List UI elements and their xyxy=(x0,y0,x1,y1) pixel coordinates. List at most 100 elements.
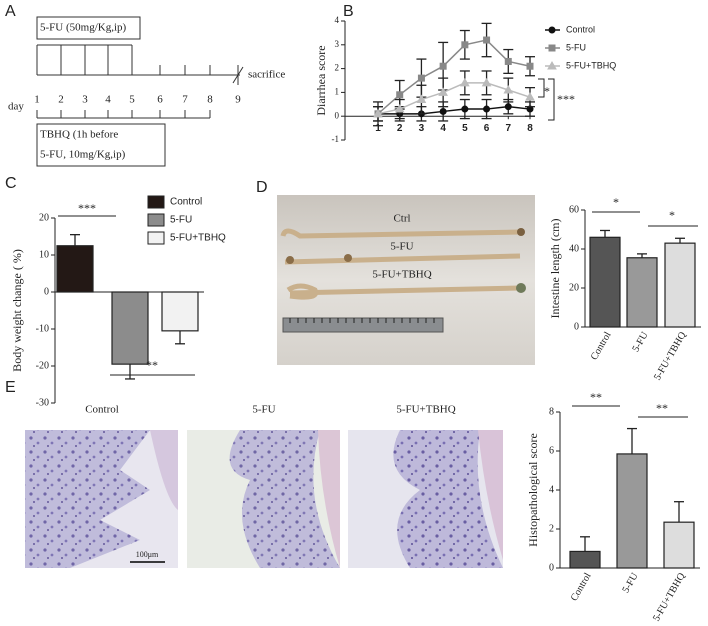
legend-label: 5-FU xyxy=(566,42,586,52)
y-tick-label: 2 xyxy=(335,63,340,73)
y-tick-label: 10 xyxy=(39,249,49,260)
point xyxy=(439,62,447,70)
series-line xyxy=(377,39,531,115)
panel-label: E xyxy=(5,379,16,396)
y-tick-label: 1 xyxy=(335,86,340,96)
bar xyxy=(111,291,149,365)
day-number: 1 xyxy=(34,94,40,106)
legend-label: 5-FU+TBHQ xyxy=(566,60,616,70)
point xyxy=(373,108,383,118)
end-label: sacrifice xyxy=(248,69,285,81)
pretreatment-label: 5-FU, 10mg/Kg,ip) xyxy=(40,149,126,161)
day-number: 3 xyxy=(82,94,88,106)
timeline: 5-FU (50mg/Kg,ip) day sacrifice TBHQ (1h… xyxy=(8,16,285,167)
point xyxy=(439,107,447,115)
day-number: 2 xyxy=(58,94,64,106)
x-tick-label: 6 xyxy=(484,123,490,134)
x-tick-label: 5-FU+TBHQ xyxy=(652,329,689,382)
legend-swatch xyxy=(147,231,165,245)
point xyxy=(504,103,512,111)
legend-label: Control xyxy=(170,197,202,208)
treatment-label: 5-FU (50mg/Kg,ip) xyxy=(40,22,127,34)
day-number: 9 xyxy=(235,94,241,106)
bar xyxy=(616,453,648,569)
day-number: 6 xyxy=(157,94,163,106)
series-line xyxy=(377,82,531,115)
point xyxy=(396,91,404,99)
y-axis-title: Intestine length (cm) xyxy=(548,219,562,319)
histology-label: 5-FU xyxy=(252,404,275,416)
point xyxy=(461,105,469,113)
day-label: day xyxy=(8,101,24,113)
y-tick-label: -1 xyxy=(332,134,340,144)
bar xyxy=(56,245,94,293)
bar xyxy=(626,257,658,328)
point xyxy=(416,94,427,104)
point xyxy=(483,36,491,44)
y-axis-title: Body weight change ( %) xyxy=(10,249,24,372)
y-tick-label: 3 xyxy=(335,39,340,49)
y-tick-label: 4 xyxy=(549,484,554,495)
y-tick-label: -30 xyxy=(36,397,49,408)
significance-label: *** xyxy=(78,201,96,215)
x-tick-label: 3 xyxy=(419,123,425,134)
histology-label: Control xyxy=(85,404,119,416)
day-number: 4 xyxy=(105,94,111,106)
significance-label: ** xyxy=(590,390,602,404)
y-tick-label: -20 xyxy=(36,360,49,371)
x-tick-label: 2 xyxy=(397,123,403,134)
bar xyxy=(589,236,621,328)
y-tick-label: 0 xyxy=(549,562,554,573)
significance-label: * xyxy=(544,84,550,98)
bar xyxy=(663,521,695,569)
histology-images: Control 5-FU 5-FU+TBHQ 100μm xyxy=(25,404,503,568)
histology-label: 5-FU+TBHQ xyxy=(396,404,455,416)
significance-label: * xyxy=(613,195,619,209)
y-axis-title: Histopathological score xyxy=(526,433,540,547)
photo-label: 5-FU xyxy=(390,241,413,253)
y-axis-title: Diarrhea score xyxy=(314,45,328,115)
point xyxy=(526,62,534,70)
panel-label: C xyxy=(5,175,17,192)
photo-label: 5-FU+TBHQ xyxy=(372,269,431,281)
x-tick-label: 5 xyxy=(462,123,468,134)
scale-label: 100μm xyxy=(136,550,159,559)
legend-label: 5-FU+TBHQ xyxy=(170,233,226,244)
x-tick-label: 5-FU xyxy=(620,570,640,594)
point xyxy=(459,77,470,87)
legend-label: Control xyxy=(566,24,595,34)
point xyxy=(503,85,514,94)
significance-label: * xyxy=(669,208,675,222)
x-tick-label: Control xyxy=(569,571,594,603)
panel-label: D xyxy=(256,179,268,196)
y-tick-label: 8 xyxy=(549,406,554,417)
intestine-photo: Ctrl 5-FU 5-FU+TBHQ xyxy=(277,195,535,365)
bar xyxy=(664,242,696,328)
legend-marker xyxy=(547,60,557,70)
point xyxy=(483,105,491,113)
significance-label: ** xyxy=(656,401,668,415)
panel-label: A xyxy=(5,3,16,20)
y-tick-label: 0 xyxy=(335,110,340,120)
x-tick-label: 8 xyxy=(527,123,533,134)
legend-swatch xyxy=(147,195,165,209)
y-tick-label: 60 xyxy=(569,204,579,215)
series-line xyxy=(378,105,531,115)
significance-bracket xyxy=(538,78,555,121)
day-number: 7 xyxy=(182,94,188,106)
point xyxy=(461,41,469,49)
legend-marker xyxy=(548,26,556,34)
y-tick-label: 2 xyxy=(549,523,554,534)
point xyxy=(525,92,535,101)
x-tick-label: 4 xyxy=(440,123,446,134)
x-tick-label: Control xyxy=(589,330,614,362)
point xyxy=(481,77,492,87)
y-tick-label: 40 xyxy=(569,243,579,254)
point xyxy=(394,104,405,113)
bar xyxy=(569,550,601,569)
pretreatment-label: TBHQ (1h before xyxy=(40,129,118,141)
significance-label: *** xyxy=(557,92,575,106)
significance-label: ** xyxy=(146,358,158,372)
y-tick-label: 20 xyxy=(569,282,579,293)
y-tick-label: -10 xyxy=(36,323,49,334)
